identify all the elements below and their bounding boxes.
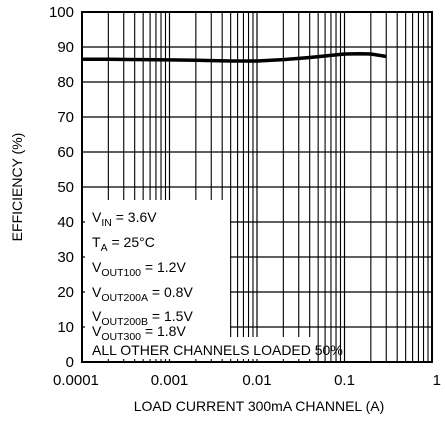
- y-tick-label: 10: [57, 319, 74, 336]
- y-tick-label: 30: [57, 249, 74, 266]
- tick-labels: 0 10 20 30 40 50 60 70 80 90 100 0.0001 0.001 0.01 0.1…: [49, 4, 441, 389]
- condition-line: VOUT200A = 0.8V: [92, 284, 193, 304]
- x-tick-label: 0.1: [334, 372, 355, 389]
- x-tick-label: 1: [433, 372, 441, 389]
- condition-line: VIN = 3.6V: [92, 209, 157, 229]
- y-axis-title: EFFICIENCY (%): [9, 133, 25, 242]
- x-tick-label: 0.001: [151, 372, 189, 389]
- condition-line: VOUT200B = 1.5V: [92, 308, 193, 328]
- plot-frame: [81, 11, 433, 363]
- y-tick-label: 0: [66, 354, 74, 371]
- footnote-background: [85, 337, 313, 359]
- condition-line: TA = 25°C: [92, 234, 155, 254]
- y-tick-label: 40: [57, 214, 74, 231]
- footnote-label: ALL OTHER CHANNELS LOADED 50%: [92, 342, 343, 358]
- y-tick-label: 20: [57, 284, 74, 301]
- plot-border: [81, 11, 433, 363]
- series-layer: [82, 51, 387, 63]
- conditions-background: [85, 200, 230, 358]
- y-tick-label: 100: [49, 4, 74, 21]
- y-tick-label: 90: [57, 39, 74, 56]
- efficiency-series-line: [82, 51, 387, 63]
- y-tick-label: 50: [57, 179, 74, 196]
- x-tick-label: 0.01: [242, 372, 271, 389]
- x-axis-title: LOAD CURRENT 300mA CHANNEL (A): [134, 398, 385, 414]
- condition-line: VOUT300 = 1.8V: [92, 323, 186, 343]
- x-tick-label: 0.0001: [53, 372, 99, 389]
- y-tick-label: 70: [57, 109, 74, 126]
- y-tick-label: 80: [57, 74, 74, 91]
- condition-line: VOUT100 = 1.2V: [92, 259, 186, 279]
- y-tick-label: 60: [57, 144, 74, 161]
- conditions-box: VIN = 3.6V TA = 25°C VOUT100 = 1.2V VOUT200…: [85, 200, 343, 359]
